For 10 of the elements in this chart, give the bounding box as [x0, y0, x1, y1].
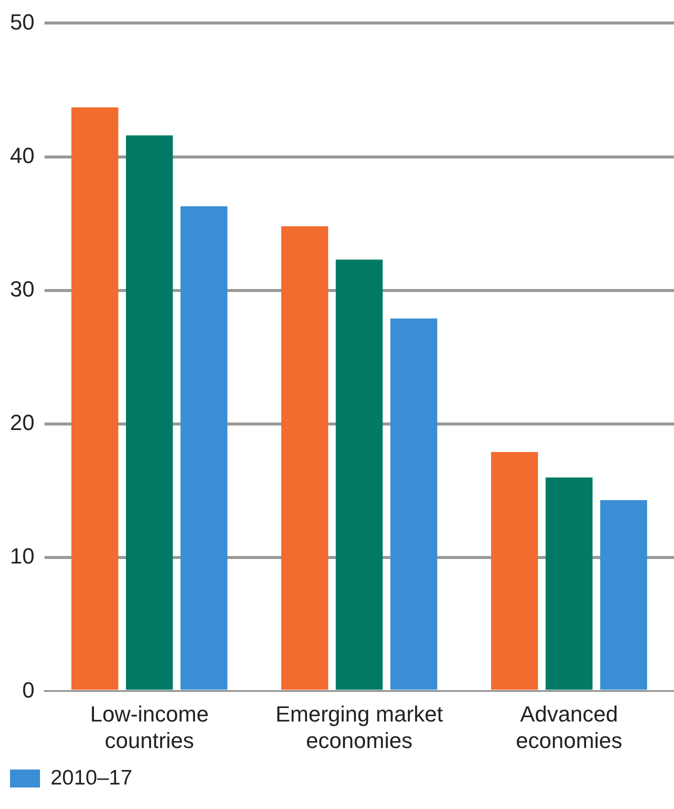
y-tick-label: 20 [10, 410, 34, 436]
y-tick-label: 50 [10, 9, 34, 34]
y-tick-label: 30 [10, 276, 34, 302]
y-tick-label: 10 [10, 544, 34, 569]
x-tick-label: Low-income countries [90, 701, 209, 753]
y-tick-label: 0 [22, 677, 34, 702]
y-tick-label: 40 [10, 142, 34, 168]
x-tick-label: Advanced economies [516, 701, 622, 753]
legend-label: 2010–17 [50, 766, 132, 790]
x-tick-label: Emerging market economies [275, 701, 443, 753]
